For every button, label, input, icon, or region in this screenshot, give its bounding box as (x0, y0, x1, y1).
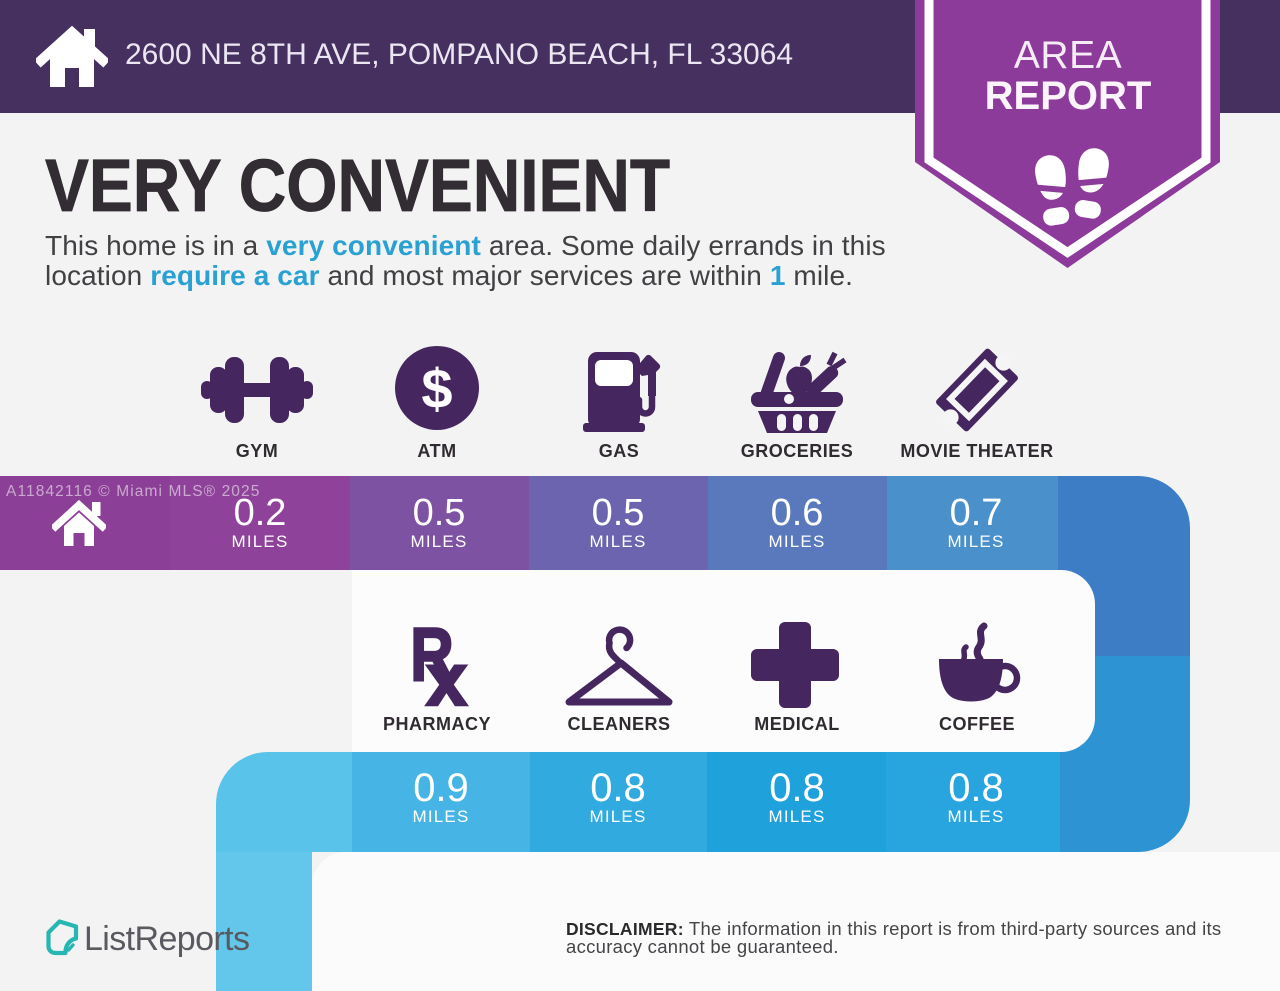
svg-text:$: $ (421, 357, 452, 420)
svg-text:AREA: AREA (1014, 34, 1122, 77)
svg-text:x: x (426, 638, 467, 718)
svg-text:REPORT: REPORT (985, 74, 1152, 118)
svg-text:R: R (410, 618, 453, 697)
